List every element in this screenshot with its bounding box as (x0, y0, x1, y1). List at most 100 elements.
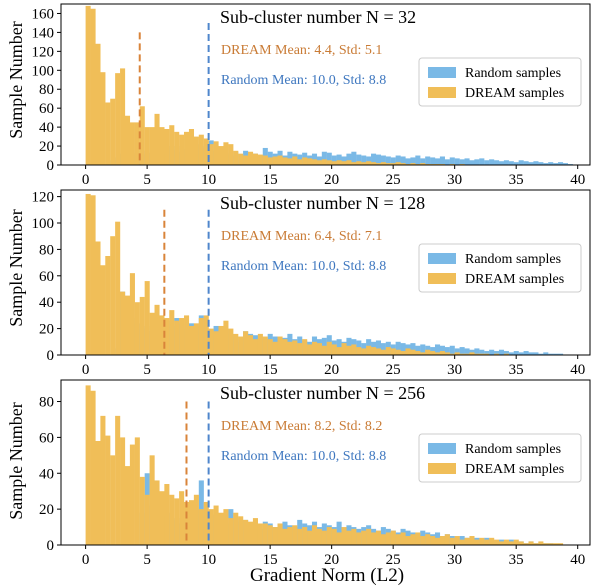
dream-bar (90, 195, 96, 355)
x-tick-label: 15 (263, 552, 278, 568)
dream-bar (287, 341, 293, 355)
random-bar (469, 160, 475, 165)
dream-bar (277, 155, 283, 165)
dream-bar (184, 315, 190, 355)
dream-bar (169, 310, 175, 355)
legend-label-dream: DREAM samples (465, 86, 564, 101)
dream-bar (400, 351, 406, 355)
legend-box (418, 57, 582, 107)
dream-bar (420, 352, 426, 355)
random-stats-label: Random Mean: 10.0, Std: 8.8 (221, 259, 386, 274)
random-bar (371, 153, 377, 165)
y-tick-label: 40 (39, 466, 54, 482)
x-tick-label: 15 (263, 362, 278, 378)
dream-bar (366, 161, 372, 165)
dream-bar (494, 539, 500, 545)
dream-bar (321, 530, 327, 545)
dream-bar (100, 415, 106, 545)
dream-bar (277, 523, 283, 545)
dream-bar (341, 343, 347, 355)
random-bar (351, 151, 357, 165)
x-tick-label: 40 (570, 172, 585, 188)
random-bar (326, 152, 332, 165)
dream-bar (341, 527, 347, 545)
dream-bar (311, 159, 318, 165)
x-tick-label: 25 (386, 172, 401, 188)
random-bar (489, 159, 495, 165)
legend-box (418, 433, 582, 483)
dream-bar (159, 127, 165, 165)
dream-bar (311, 341, 318, 355)
dream-bar (316, 528, 322, 545)
random-bar (543, 352, 549, 355)
dream-bar (302, 527, 308, 545)
dream-bar (484, 539, 490, 545)
y-axis-label: Sample Number (6, 402, 26, 519)
y-tick-label: 140 (32, 25, 55, 41)
dream-bar (400, 163, 406, 165)
dream-bar (154, 304, 160, 355)
plot-frame (60, 379, 591, 546)
dream-bar (238, 153, 244, 165)
dream-bar (272, 341, 278, 355)
dream-bar (351, 344, 357, 355)
dream-bar (371, 162, 377, 165)
dream-bar (302, 339, 308, 355)
dream-bar (449, 537, 455, 545)
dream-bar (548, 543, 554, 545)
random-bar (508, 161, 514, 165)
dream-bar (356, 347, 362, 355)
dream-bar (144, 494, 150, 545)
x-tick-label: 20 (324, 172, 339, 188)
dream-bar (415, 532, 421, 545)
dream-bar (346, 345, 352, 355)
x-tick-label: 10 (201, 172, 216, 188)
y-tick-label: 120 (32, 44, 55, 60)
dream-bar (105, 435, 111, 545)
dream-bar (149, 455, 155, 545)
dream-bar (144, 127, 150, 165)
dream-bar (307, 530, 313, 545)
dream-bar (474, 353, 480, 355)
dream-bar (395, 534, 401, 545)
dream-bar (415, 351, 421, 355)
dream-bar (115, 221, 121, 355)
dream-stats-label: DREAM Mean: 6.4, Std: 7.1 (221, 229, 382, 244)
random-bar (356, 154, 362, 165)
dream-bar (425, 349, 431, 355)
dream-bar (538, 541, 544, 545)
dream-bar (498, 541, 505, 545)
dream-bar (129, 444, 135, 545)
random-bar (439, 345, 445, 355)
dream-bar (124, 295, 131, 355)
dream-bar (321, 345, 327, 355)
dream-bar (208, 509, 214, 545)
legend-label-random: Random samples (465, 442, 561, 457)
dream-bar (385, 347, 391, 355)
plot-frame (60, 3, 591, 166)
random-bar (420, 344, 426, 355)
dream-bar (326, 341, 332, 355)
legend-swatch-dream (428, 273, 456, 284)
dream-bar (316, 343, 322, 355)
dream-bar (100, 265, 106, 355)
random-bar (533, 352, 539, 355)
dream-bar (248, 335, 254, 355)
random-bar (430, 157, 436, 165)
y-tick-label: 20 (39, 322, 54, 338)
y-tick-label: 80 (39, 242, 54, 258)
dream-bar (198, 318, 204, 355)
y-tick-label: 160 (32, 6, 55, 22)
y-tick-label: 60 (39, 269, 54, 285)
dream-bar (371, 532, 377, 545)
panel-3: Sample Number 0 5 10 15 20 25 30 35 40 0 20 40 60 80 Su… (6, 379, 591, 568)
dream-bar (479, 353, 485, 355)
random-stats-label: Random Mean: 10.0, Std: 8.8 (221, 73, 386, 88)
dream-bar (164, 129, 170, 165)
dream-bar (95, 241, 101, 355)
random-bar (454, 158, 460, 165)
dream-bar (316, 160, 322, 165)
random-bar (449, 157, 455, 165)
dream-bar (90, 390, 96, 545)
dream-bar (252, 518, 258, 545)
